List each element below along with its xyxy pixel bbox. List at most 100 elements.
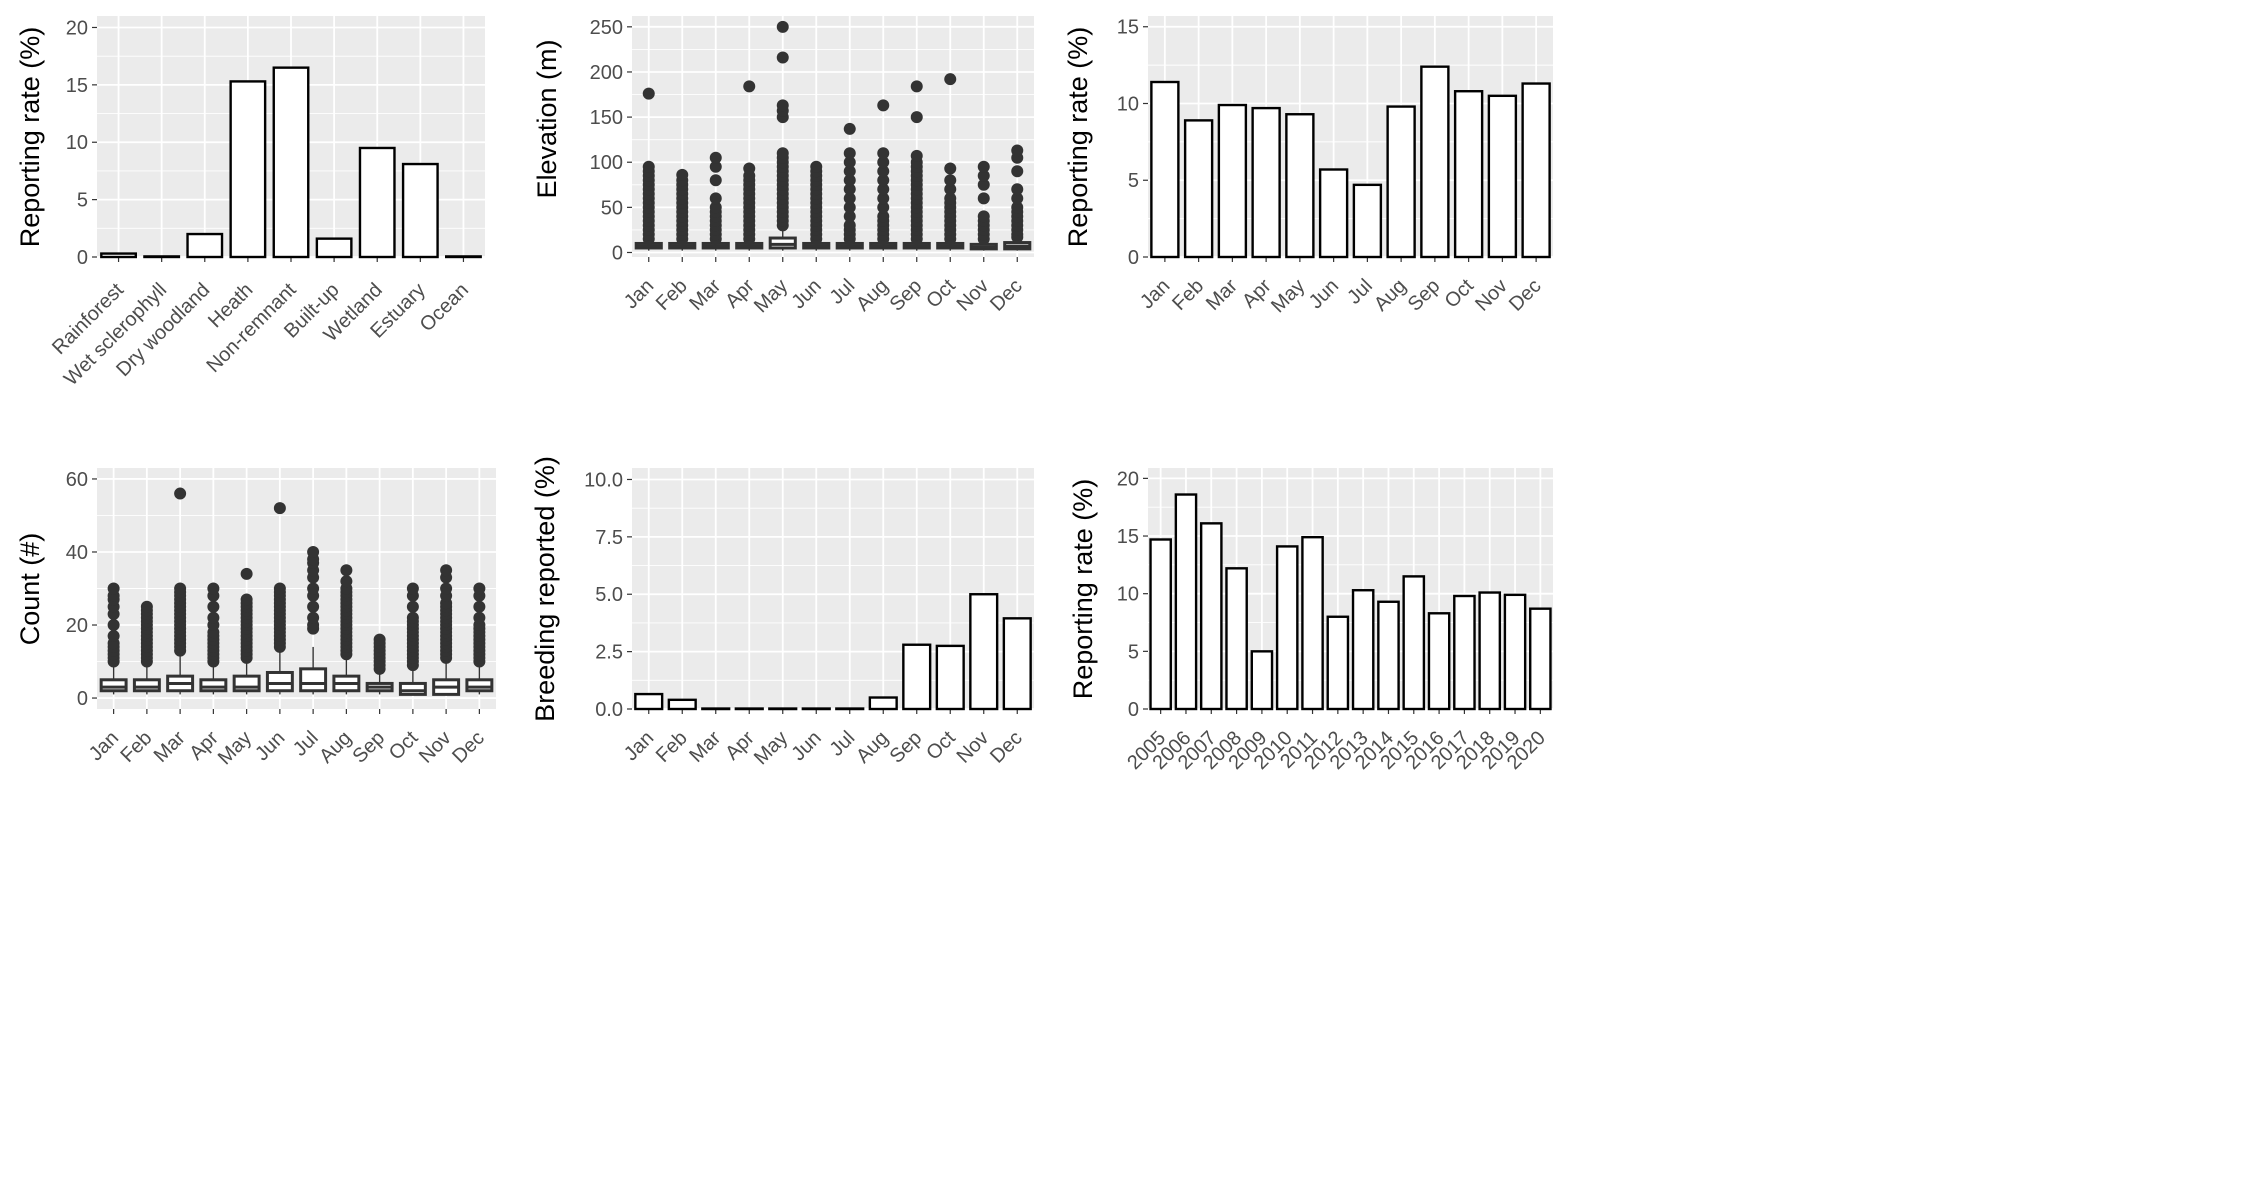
outlier-point bbox=[1011, 183, 1024, 196]
outlier-point bbox=[843, 219, 856, 232]
y-tick-label: 150 bbox=[590, 107, 623, 129]
bar bbox=[701, 707, 731, 711]
bar bbox=[401, 162, 439, 259]
outlier-point bbox=[1011, 201, 1024, 214]
bar bbox=[1217, 103, 1248, 259]
outlier-point bbox=[107, 629, 120, 642]
outlier-point bbox=[877, 156, 890, 169]
outlier-point bbox=[207, 582, 220, 595]
outlier-point bbox=[843, 210, 856, 223]
y-axis-title: Reporting rate (%) bbox=[1063, 27, 1093, 248]
outlier-point bbox=[140, 600, 153, 613]
y-axis-title: Breeding reported (%) bbox=[530, 456, 560, 722]
outlier-point bbox=[944, 73, 957, 86]
x-tick-label: Oct bbox=[1441, 275, 1479, 313]
bar bbox=[734, 707, 764, 711]
y-tick-label: 0 bbox=[612, 242, 623, 264]
bar bbox=[1326, 615, 1350, 711]
x-tick-label: Feb bbox=[652, 727, 692, 767]
outlier-point bbox=[910, 149, 923, 162]
outlier-point bbox=[977, 192, 990, 205]
bar bbox=[768, 707, 798, 711]
bar bbox=[1002, 617, 1032, 711]
x-tick-label: Feb bbox=[116, 727, 156, 767]
x-tick-label: Apr bbox=[721, 727, 759, 765]
bar bbox=[1529, 607, 1552, 711]
outlier-point bbox=[273, 502, 286, 515]
outlier-point bbox=[843, 147, 856, 160]
y-tick-label: 20 bbox=[66, 615, 88, 637]
outlier-point bbox=[977, 169, 990, 182]
bar bbox=[229, 80, 267, 259]
outlier-point bbox=[776, 99, 789, 112]
outlier-point bbox=[307, 611, 320, 624]
outlier-point bbox=[743, 162, 756, 175]
x-tick-label: Dec bbox=[448, 727, 489, 768]
bar bbox=[272, 66, 310, 259]
outlier-point bbox=[440, 582, 453, 595]
bar bbox=[868, 696, 898, 711]
y-tick-label: 0 bbox=[1128, 247, 1139, 269]
bar bbox=[186, 232, 224, 259]
outlier-point bbox=[207, 611, 220, 624]
panel-elevation-by-month: Elevation (m) 0 50 100 150 200 250 JanFebMarAp… bbox=[532, 16, 1034, 317]
x-tick-label: May bbox=[214, 727, 256, 769]
y-tick-label: 100 bbox=[590, 152, 623, 174]
outlier-point bbox=[977, 210, 990, 223]
x-tick-label: Mar bbox=[685, 275, 725, 315]
bar bbox=[1420, 65, 1450, 259]
x-tick-label: Feb bbox=[1168, 275, 1208, 315]
x-tick-label: May bbox=[1267, 275, 1309, 317]
bar bbox=[1503, 593, 1527, 711]
panel-monthly-reporting-rate: Reporting rate (%) 0 5 10 15 JanFebMarAprMay… bbox=[1063, 16, 1553, 317]
outlier-point bbox=[709, 174, 722, 187]
bar bbox=[1174, 493, 1198, 711]
outlier-point bbox=[340, 575, 353, 588]
bar bbox=[1386, 105, 1416, 259]
bar bbox=[358, 146, 396, 259]
outlier-point bbox=[910, 111, 923, 124]
bar bbox=[835, 707, 865, 711]
x-tick-label: Sep bbox=[1404, 275, 1445, 316]
y-tick-label: 5 bbox=[1128, 170, 1139, 192]
outlier-point bbox=[709, 151, 722, 164]
y-tick-label: 200 bbox=[590, 62, 623, 84]
outlier-point bbox=[944, 162, 957, 175]
x-tick-label: Feb bbox=[652, 275, 692, 315]
x-tick-label: Apr bbox=[1238, 275, 1276, 313]
outlier-point bbox=[877, 174, 890, 187]
outlier-point bbox=[877, 201, 890, 214]
box bbox=[398, 681, 427, 696]
outlier-point bbox=[843, 165, 856, 178]
x-tick-label: Jan bbox=[620, 727, 658, 765]
x-tick-label: Nov bbox=[415, 727, 456, 768]
outlier-point bbox=[843, 192, 856, 205]
x-tick-label: May bbox=[750, 275, 792, 317]
box bbox=[265, 670, 294, 693]
box bbox=[299, 667, 328, 693]
outlier-point bbox=[273, 582, 286, 595]
outlier-point bbox=[709, 192, 722, 205]
outlier-point bbox=[877, 147, 890, 160]
bar bbox=[1377, 600, 1400, 711]
outlier-point bbox=[174, 582, 187, 595]
y-tick-label: 20 bbox=[66, 17, 88, 39]
outlier-point bbox=[373, 633, 386, 646]
outlier-point bbox=[944, 192, 957, 205]
x-tick-label: Aug bbox=[852, 275, 893, 316]
outlier-point bbox=[107, 582, 120, 595]
bar bbox=[1285, 113, 1315, 259]
figure-canvas: Reporting rate (%) 05101520RainforestWet… bbox=[15, 16, 1553, 774]
x-tick-label: Jun bbox=[251, 727, 289, 765]
bar bbox=[315, 237, 353, 259]
x-tick-label: Ocean bbox=[416, 279, 473, 336]
x-tick-label: Jan bbox=[85, 727, 123, 765]
x-tick-label: Sep bbox=[886, 275, 927, 316]
outlier-point bbox=[473, 611, 486, 624]
y-tick-label: 7.5 bbox=[595, 527, 623, 549]
x-tick-label: Oct bbox=[385, 727, 423, 765]
outlier-point bbox=[107, 619, 120, 632]
outlier-point bbox=[843, 156, 856, 169]
x-tick-label: Apr bbox=[185, 727, 223, 765]
